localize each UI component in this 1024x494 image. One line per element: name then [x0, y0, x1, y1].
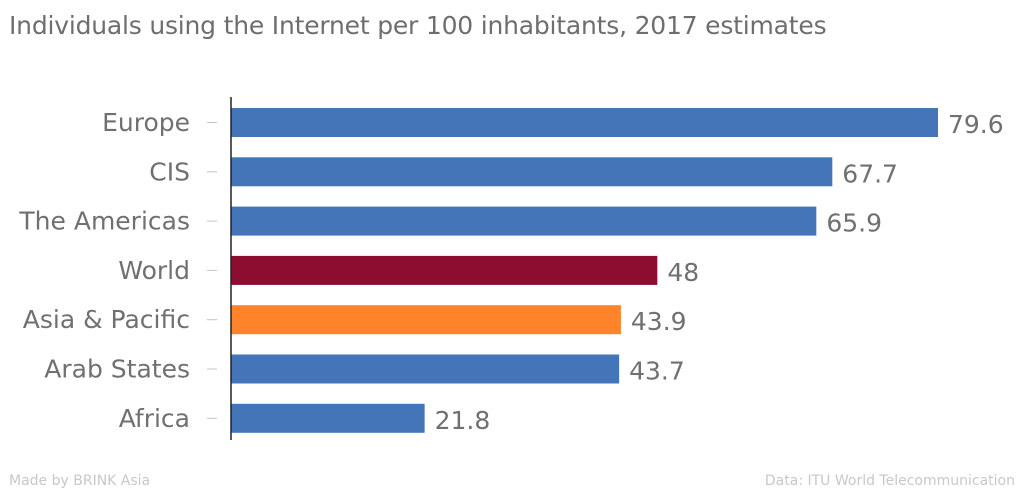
bar-asia-pacific	[231, 305, 621, 335]
bar-cis	[231, 157, 833, 187]
category-label-asia-pacific: Asia & Pacific	[23, 305, 190, 334]
chart-title: Individuals using the Internet per 100 i…	[9, 11, 827, 40]
bar-africa	[231, 403, 425, 433]
bar-arab-states	[231, 354, 620, 384]
category-label-cis: CIS	[149, 157, 190, 186]
value-label-cis: 67.7	[842, 159, 898, 188]
bar-world	[231, 255, 658, 285]
category-label-africa: Africa	[119, 404, 190, 433]
category-label-europe: Europe	[102, 108, 190, 137]
credit-text: Made by BRINK Asia	[9, 473, 151, 489]
bar-europe	[231, 108, 938, 137]
value-labels-group: 79.6 67.7 65.9 48 43.9 43.7 21.8	[435, 110, 1004, 435]
value-label-world: 48	[667, 258, 699, 287]
axis-ticks-group	[207, 122, 217, 419]
source-text: Data: ITU World Telecommunication	[764, 473, 1015, 489]
bars-group	[231, 108, 938, 433]
category-label-arab-states: Arab States	[44, 355, 190, 384]
bar-the-americas	[231, 206, 817, 236]
value-label-arab-states: 43.7	[629, 357, 685, 386]
value-label-africa: 21.8	[435, 406, 491, 435]
category-label-world: World	[118, 256, 190, 285]
value-label-the-americas: 65.9	[826, 209, 882, 238]
value-label-asia-pacific: 43.9	[631, 307, 687, 336]
category-label-the-americas: The Americas	[18, 207, 190, 236]
category-labels-group: Europe CIS The Americas World Asia & Pacific…	[18, 108, 190, 433]
value-label-europe: 79.6	[948, 110, 1004, 139]
